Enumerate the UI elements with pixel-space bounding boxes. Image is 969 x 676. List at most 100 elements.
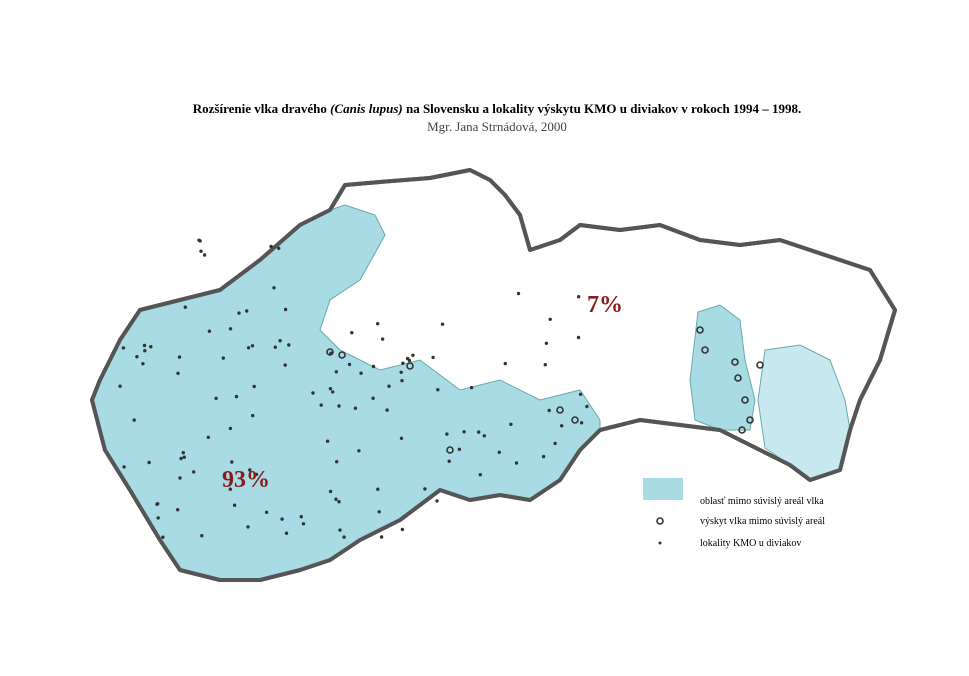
locality-dot <box>447 459 451 463</box>
locality-dot <box>387 384 391 388</box>
locality-dot <box>547 408 551 413</box>
locality-dot <box>179 456 183 461</box>
locality-dot <box>445 432 449 436</box>
locality-dot <box>143 349 147 353</box>
locality-dot <box>147 460 151 465</box>
locality-dot <box>311 391 315 395</box>
locality-dot <box>497 450 501 454</box>
locality-dot <box>132 418 136 422</box>
locality-dot <box>544 341 549 345</box>
locality-dot <box>543 363 547 367</box>
wolf-occurrence <box>696 326 704 334</box>
locality-dot <box>338 528 342 532</box>
locality-dot <box>553 441 557 446</box>
wolf-occurrence <box>731 358 739 366</box>
subtitle: Mgr. Jana Strnádová, 2000 <box>427 119 567 134</box>
locality-dot <box>198 239 202 243</box>
locality-dot <box>328 489 333 494</box>
locality-dot <box>399 370 403 374</box>
locality-dot <box>435 499 439 503</box>
locality-dot <box>230 460 234 464</box>
locality-dot <box>155 502 159 506</box>
locality-dot <box>232 503 237 507</box>
locality-dot <box>183 305 187 309</box>
locality-dot <box>234 394 239 399</box>
locality-dot <box>122 465 126 469</box>
locality-dot <box>371 396 375 400</box>
locality-dot <box>254 472 259 477</box>
locality-dot <box>269 244 273 249</box>
locality-dot <box>457 447 462 451</box>
title-part: Rozšírenie vlka dravého <box>193 101 330 116</box>
wolf-occurrence <box>746 416 754 424</box>
locality-dot <box>273 345 277 349</box>
locality-dot <box>251 413 255 418</box>
country-outline-stroke <box>90 168 897 582</box>
locality-dot <box>142 343 147 348</box>
locality-dot <box>181 451 185 455</box>
wolf-occurrence <box>446 446 454 454</box>
locality-dot <box>359 371 363 375</box>
locality-dot <box>411 353 415 357</box>
locality-dot <box>357 449 361 453</box>
locality-dot <box>376 322 380 326</box>
locality-dot <box>350 331 354 335</box>
wolf-occurrence <box>338 351 346 359</box>
locality-dot <box>385 408 389 412</box>
locality-dot <box>405 356 410 361</box>
locality-dot <box>278 339 282 343</box>
locality-dot <box>541 454 546 459</box>
locality-dot <box>319 403 323 407</box>
locality-dot <box>331 390 335 394</box>
locality-dot <box>399 436 404 440</box>
locality-dots <box>118 238 764 539</box>
locality-dot <box>192 470 196 474</box>
wolf-occurrence <box>738 426 746 434</box>
locality-dot <box>141 362 145 366</box>
locality-dot <box>121 346 126 350</box>
locality-dot <box>337 404 341 408</box>
locality-dot <box>237 311 241 315</box>
locality-dot <box>380 337 385 341</box>
locality-dot <box>516 291 521 296</box>
locality-dot <box>401 361 405 365</box>
locality-dot <box>264 510 269 514</box>
locality-dot <box>548 317 552 321</box>
locality-dot <box>371 364 376 369</box>
locality-dot <box>431 355 435 360</box>
locality-dot <box>478 473 482 477</box>
locality-dot <box>246 525 250 529</box>
locality-dot <box>579 421 584 425</box>
locality-dot <box>200 534 204 538</box>
title-part: na Slovensku a lokality výskytu KMO u di… <box>403 101 802 116</box>
locality-dot <box>514 461 519 465</box>
locality-dot <box>353 406 358 410</box>
locality-dot <box>245 309 249 313</box>
locality-dot <box>228 327 233 331</box>
wolf-occurrence <box>701 346 709 354</box>
locality-dot <box>161 535 165 539</box>
wolf-occurrence <box>556 406 564 414</box>
locality-dot <box>469 385 474 390</box>
locality-dot <box>284 531 289 535</box>
legend-label: oblasť mimo súvislý areál vlka <box>700 496 824 507</box>
locality-dot <box>503 361 507 366</box>
locality-dot <box>228 426 233 431</box>
locality-dot <box>347 362 352 367</box>
locality-dot <box>214 396 218 400</box>
locality-dot <box>287 343 291 347</box>
locality-dot <box>377 510 381 514</box>
locality-dot <box>462 430 466 434</box>
locality-dot <box>299 515 303 519</box>
title-italic: (Canis lupus) <box>330 101 403 116</box>
locality-dot <box>156 516 160 520</box>
locality-dot <box>342 535 346 539</box>
locality-dot <box>376 487 380 491</box>
locality-dot <box>334 370 338 374</box>
locality-dot <box>176 508 180 512</box>
area-share-label: 7% <box>587 292 623 318</box>
legend-label: výskyt vlka mimo súvislý areál <box>700 516 825 527</box>
locality-dot <box>337 500 341 504</box>
wolf-occurrence <box>756 361 764 369</box>
